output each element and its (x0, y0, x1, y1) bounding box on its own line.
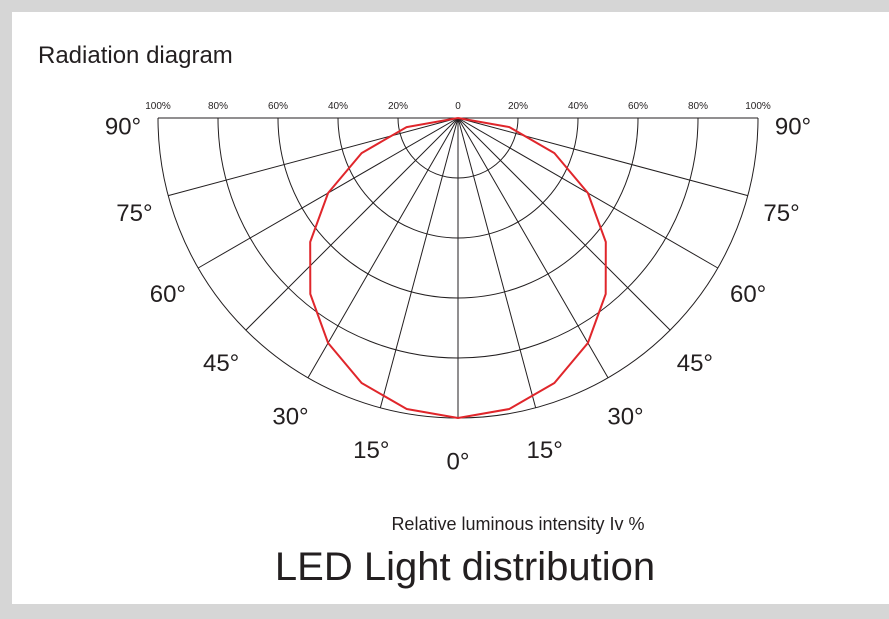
spoke (457, 117, 671, 331)
theta-tick-label: 30° (607, 403, 643, 430)
theta-tick-label: 60° (730, 281, 766, 308)
theta-tick-label: 45° (203, 350, 239, 377)
r-tick-label: 20% (388, 101, 408, 112)
theta-tick-label: 90° (775, 113, 811, 140)
spoke (457, 117, 748, 197)
r-tick-label: 40% (328, 101, 348, 112)
r-tick-label: 100% (745, 101, 771, 112)
axis-label: Relative luminous intensity Iv % (391, 514, 644, 534)
theta-tick-label: 45° (677, 350, 713, 377)
theta-tick-label: 75° (116, 200, 152, 227)
spoke (307, 117, 459, 379)
spoke (168, 117, 459, 197)
spoke (379, 117, 459, 408)
spoke (457, 117, 537, 408)
r-tick-label: 60% (268, 101, 288, 112)
intensity-curve (309, 117, 607, 419)
caption: LED Light distribution (275, 545, 655, 589)
spoke (245, 117, 459, 331)
theta-tick-label: 15° (527, 437, 563, 464)
spoke (457, 117, 609, 379)
theta-tick-label: 60° (150, 281, 186, 308)
theta-tick-label: 0° (447, 448, 470, 475)
r-tick-label: 80% (688, 101, 708, 112)
r-tick-label: 60% (628, 101, 648, 112)
r-tick-label: 20% (508, 101, 528, 112)
r-tick-label: 80% (208, 101, 228, 112)
panel (12, 12, 889, 604)
theta-tick-label: 15° (353, 437, 389, 464)
r-tick-label: 0 (455, 101, 461, 112)
r-tick-label: 40% (568, 101, 588, 112)
r-tick-label: 100% (145, 101, 171, 112)
theta-tick-label: 75° (763, 200, 799, 227)
theta-tick-label: 90° (105, 113, 141, 140)
theta-tick-label: 30° (272, 403, 308, 430)
chart-title: Radiation diagram (38, 42, 233, 69)
